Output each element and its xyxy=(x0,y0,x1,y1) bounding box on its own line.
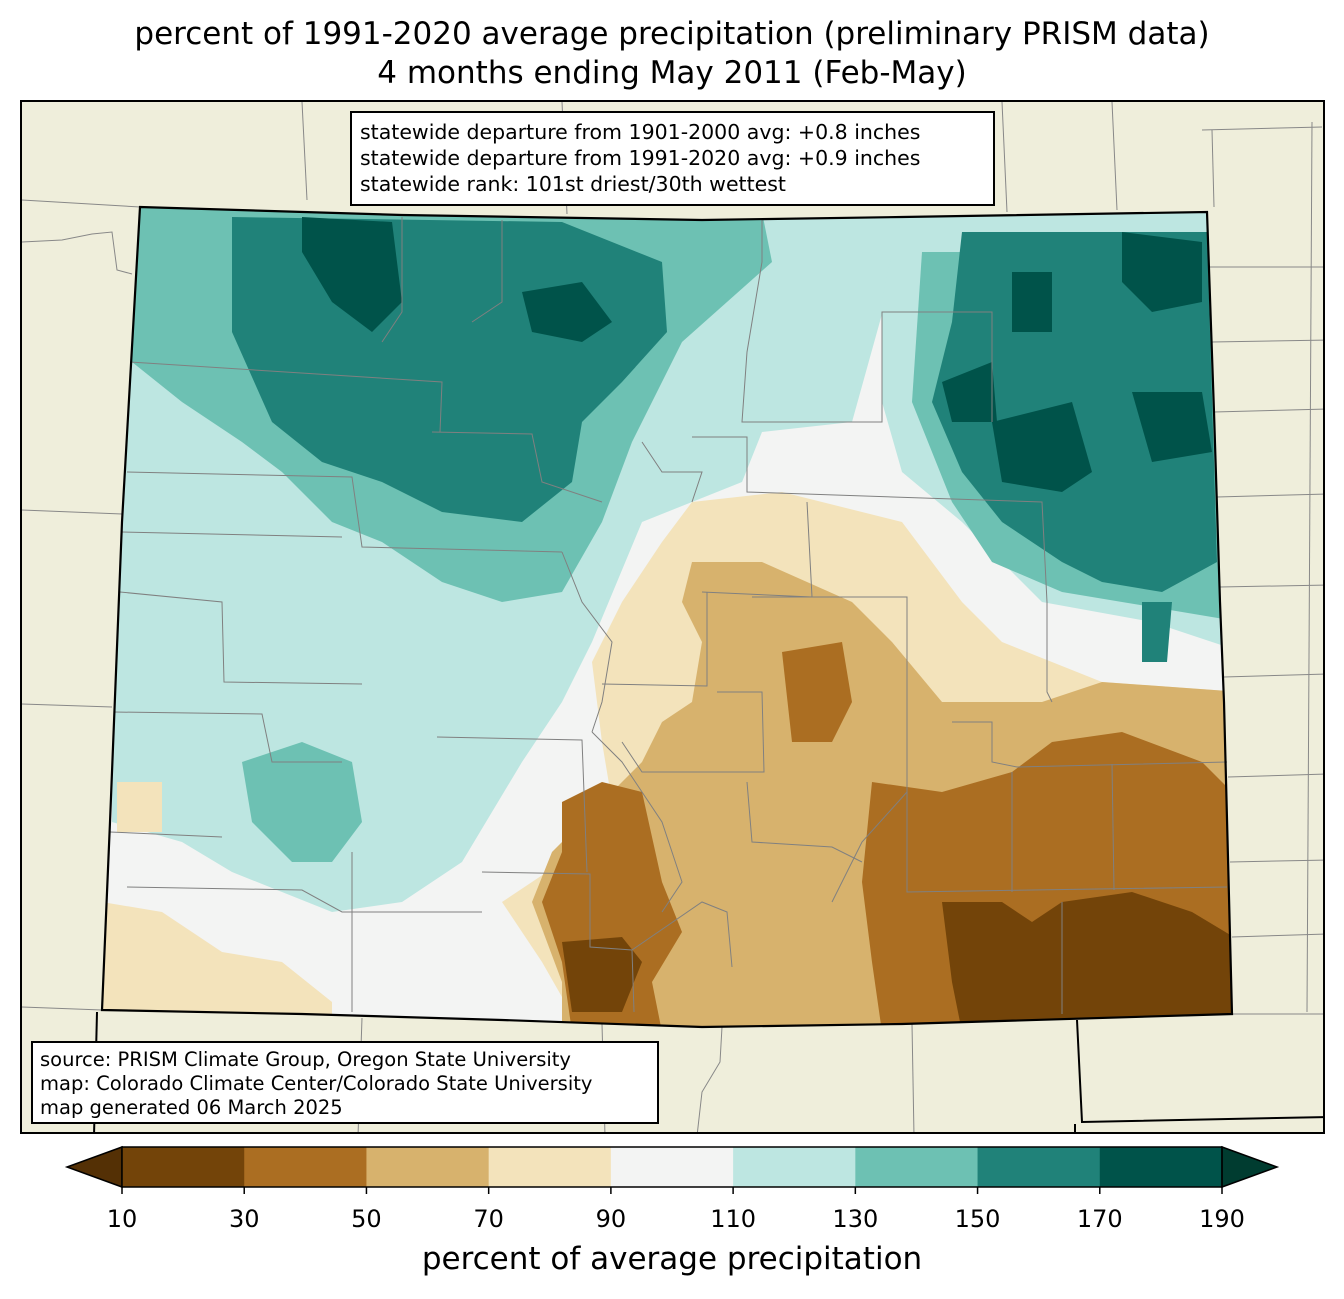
county-line xyxy=(1227,773,1323,778)
county-line xyxy=(601,592,708,687)
state-border-line xyxy=(1213,408,1323,413)
county-line xyxy=(1216,493,1323,498)
county-line xyxy=(126,886,482,913)
county-line xyxy=(1306,121,1313,1013)
colorbar-segment xyxy=(977,1147,1101,1187)
county-line xyxy=(561,551,613,733)
county-line xyxy=(113,711,342,763)
county-line xyxy=(952,721,1228,768)
county-line xyxy=(119,591,363,685)
county-line xyxy=(431,431,603,503)
county-lines xyxy=(109,217,1228,1014)
county-line xyxy=(911,1023,915,1132)
county-line xyxy=(831,791,908,903)
colorbar-tick-label: 170 xyxy=(1076,1205,1123,1233)
state-border-line xyxy=(22,199,141,208)
county-line xyxy=(641,441,703,503)
colorbar-tick-label: 150 xyxy=(954,1205,1001,1233)
stats-departure-1901-2000: statewide departure from 1901-2000 avg: … xyxy=(360,120,921,144)
county-line xyxy=(129,361,443,433)
stats-departure-1991-2020: statewide departure from 1991-2020 avg: … xyxy=(360,146,921,170)
stats-rank: statewide rank: 101st driest/30th wettes… xyxy=(360,172,786,196)
colorbar-segment xyxy=(122,1147,245,1187)
colorbar-segment xyxy=(610,1147,734,1187)
colorbar-tick-label: 50 xyxy=(351,1205,382,1233)
state-border-line xyxy=(1076,1019,1323,1124)
county-line xyxy=(591,731,683,913)
colorbar-tick-label: 110 xyxy=(710,1205,757,1233)
map-title-line1: percent of 1991-2020 average precipitati… xyxy=(134,16,1210,52)
county-line xyxy=(22,231,133,275)
county-line xyxy=(621,691,765,773)
county-line xyxy=(481,871,635,1013)
county-line xyxy=(631,901,733,968)
county-line xyxy=(121,531,343,538)
county-line xyxy=(471,220,503,323)
colorbar-segment xyxy=(366,1147,490,1187)
colorbar xyxy=(64,1145,1280,1194)
source-line: source: PRISM Climate Group, Oregon Stat… xyxy=(40,1048,571,1071)
colorbar-segment xyxy=(855,1147,979,1187)
county-line xyxy=(301,102,308,201)
colorbar-tick-label: 10 xyxy=(106,1205,138,1233)
colorbar-label: percent of average precipitation xyxy=(421,1241,923,1277)
county-line xyxy=(22,509,123,515)
county-line xyxy=(1046,602,1053,703)
state-border-line xyxy=(22,1006,103,1011)
colorbar-tick-label: 190 xyxy=(1199,1205,1245,1233)
county-line xyxy=(1111,763,1115,891)
county-line xyxy=(741,220,993,423)
source-box: source: PRISM Climate Group, Oregon Stat… xyxy=(31,1041,659,1124)
precipitation-field xyxy=(102,207,1232,1027)
county-line xyxy=(381,217,403,343)
colorbar-segment xyxy=(1099,1147,1223,1187)
county-line xyxy=(1211,129,1215,208)
colorbar-segment xyxy=(244,1147,367,1187)
statewide-stats-box: statewide departure from 1901-2000 avg: … xyxy=(350,111,995,206)
county-line xyxy=(436,736,588,873)
colorbar-segment xyxy=(733,1147,856,1187)
county-line xyxy=(696,1026,723,1132)
county-line xyxy=(1201,126,1323,131)
county-line xyxy=(1111,102,1118,211)
county-line xyxy=(746,781,863,863)
colorbar-tick-label: 70 xyxy=(473,1205,504,1233)
generated-date-line: map generated 06 March 2025 xyxy=(40,1096,343,1119)
county-line xyxy=(1223,673,1323,678)
colorbar-tick-label: 30 xyxy=(228,1205,260,1233)
county-line xyxy=(22,703,113,708)
colorbar-tick-label: 90 xyxy=(595,1205,627,1233)
county-line xyxy=(692,436,1048,603)
county-line xyxy=(752,596,1228,893)
colorbar-segment xyxy=(488,1147,612,1187)
precipitation-map xyxy=(22,102,1323,1132)
county-line xyxy=(1231,933,1323,938)
map-title-line2: 4 months ending May 2011 (Feb-May) xyxy=(377,55,967,91)
colorbar-tick-label: 130 xyxy=(832,1205,879,1233)
county-line xyxy=(1229,859,1323,863)
county-line xyxy=(1001,102,1008,213)
colorbar-extend-high xyxy=(1221,1145,1280,1189)
county-line xyxy=(109,831,223,838)
map-frame xyxy=(20,100,1325,1134)
county-line xyxy=(1211,339,1323,343)
colorado-border xyxy=(100,205,1234,1029)
county-line xyxy=(126,471,563,553)
colorbar-extend-low xyxy=(64,1145,123,1189)
map-credit-line: map: Colorado Climate Center/Colorado St… xyxy=(40,1072,593,1095)
